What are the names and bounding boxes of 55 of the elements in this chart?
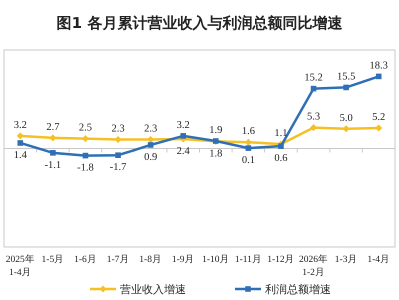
x-tick-label: 1-5月 xyxy=(42,254,64,265)
point xyxy=(17,140,24,146)
x-tick-label: 1-11月 xyxy=(234,254,262,265)
point xyxy=(342,125,350,132)
data-label: 5.3 xyxy=(306,112,320,123)
data-label: 1.9 xyxy=(209,125,222,136)
point xyxy=(244,138,252,146)
data-label: 1.6 xyxy=(242,126,255,138)
data-label: 0.6 xyxy=(274,153,288,164)
x-tick-label: 1-3月 xyxy=(334,254,358,265)
x-tick-label: 1-4月 xyxy=(367,254,390,265)
point xyxy=(115,152,121,158)
point xyxy=(246,145,252,151)
point xyxy=(148,142,154,148)
x-tick-label: 1-8月 xyxy=(139,254,162,265)
point xyxy=(82,152,88,158)
point xyxy=(343,84,349,90)
data-label: 1.1 xyxy=(274,128,288,140)
point xyxy=(49,134,56,142)
legend-label: 利润总额增速 xyxy=(265,283,331,296)
x-tick-label: 1-6月 xyxy=(74,254,97,265)
x-tick-label: 1-7月 xyxy=(106,254,130,265)
data-label: 5.0 xyxy=(340,112,353,124)
data-label: 2.4 xyxy=(176,146,191,158)
data-label: 1.4 xyxy=(14,150,28,161)
chart-title: 图1 各月累计营业收入与利润总额同比增速 xyxy=(56,14,344,32)
data-label: 2.3 xyxy=(111,123,125,134)
data-label: 1.8 xyxy=(209,148,222,160)
point xyxy=(278,143,284,149)
data-label: 2.7 xyxy=(46,122,60,133)
legend-label: 营业收入增速 xyxy=(120,283,186,296)
data-label: 0.1 xyxy=(242,155,255,166)
data-label: 0.9 xyxy=(144,152,158,163)
point xyxy=(16,132,24,140)
x-tick-label: 2026年 1-2月 xyxy=(299,253,328,278)
data-label: -1.7 xyxy=(110,162,126,174)
data-label: -1.8 xyxy=(77,162,94,174)
data-label: 3.2 xyxy=(14,120,27,131)
data-label: 5.2 xyxy=(372,112,386,124)
point xyxy=(375,124,382,132)
x-tick-label: 2025年 1-4月 xyxy=(6,253,35,278)
x-tick-label: 1-9月 xyxy=(172,254,195,265)
point xyxy=(310,86,316,92)
data-label: 3.2 xyxy=(176,120,190,131)
data-label: 18.3 xyxy=(370,60,388,72)
data-label: 2.3 xyxy=(144,123,158,134)
x-tick-label: 1-12月 xyxy=(267,254,295,265)
data-label: -1.1 xyxy=(44,160,62,171)
data-label: 2.5 xyxy=(78,122,92,134)
point xyxy=(180,133,186,139)
data-label: 15.5 xyxy=(336,71,356,82)
x-tick-label: 1-10月 xyxy=(202,254,230,265)
point xyxy=(376,74,382,80)
data-label: 15.2 xyxy=(304,72,323,84)
point xyxy=(50,150,56,156)
